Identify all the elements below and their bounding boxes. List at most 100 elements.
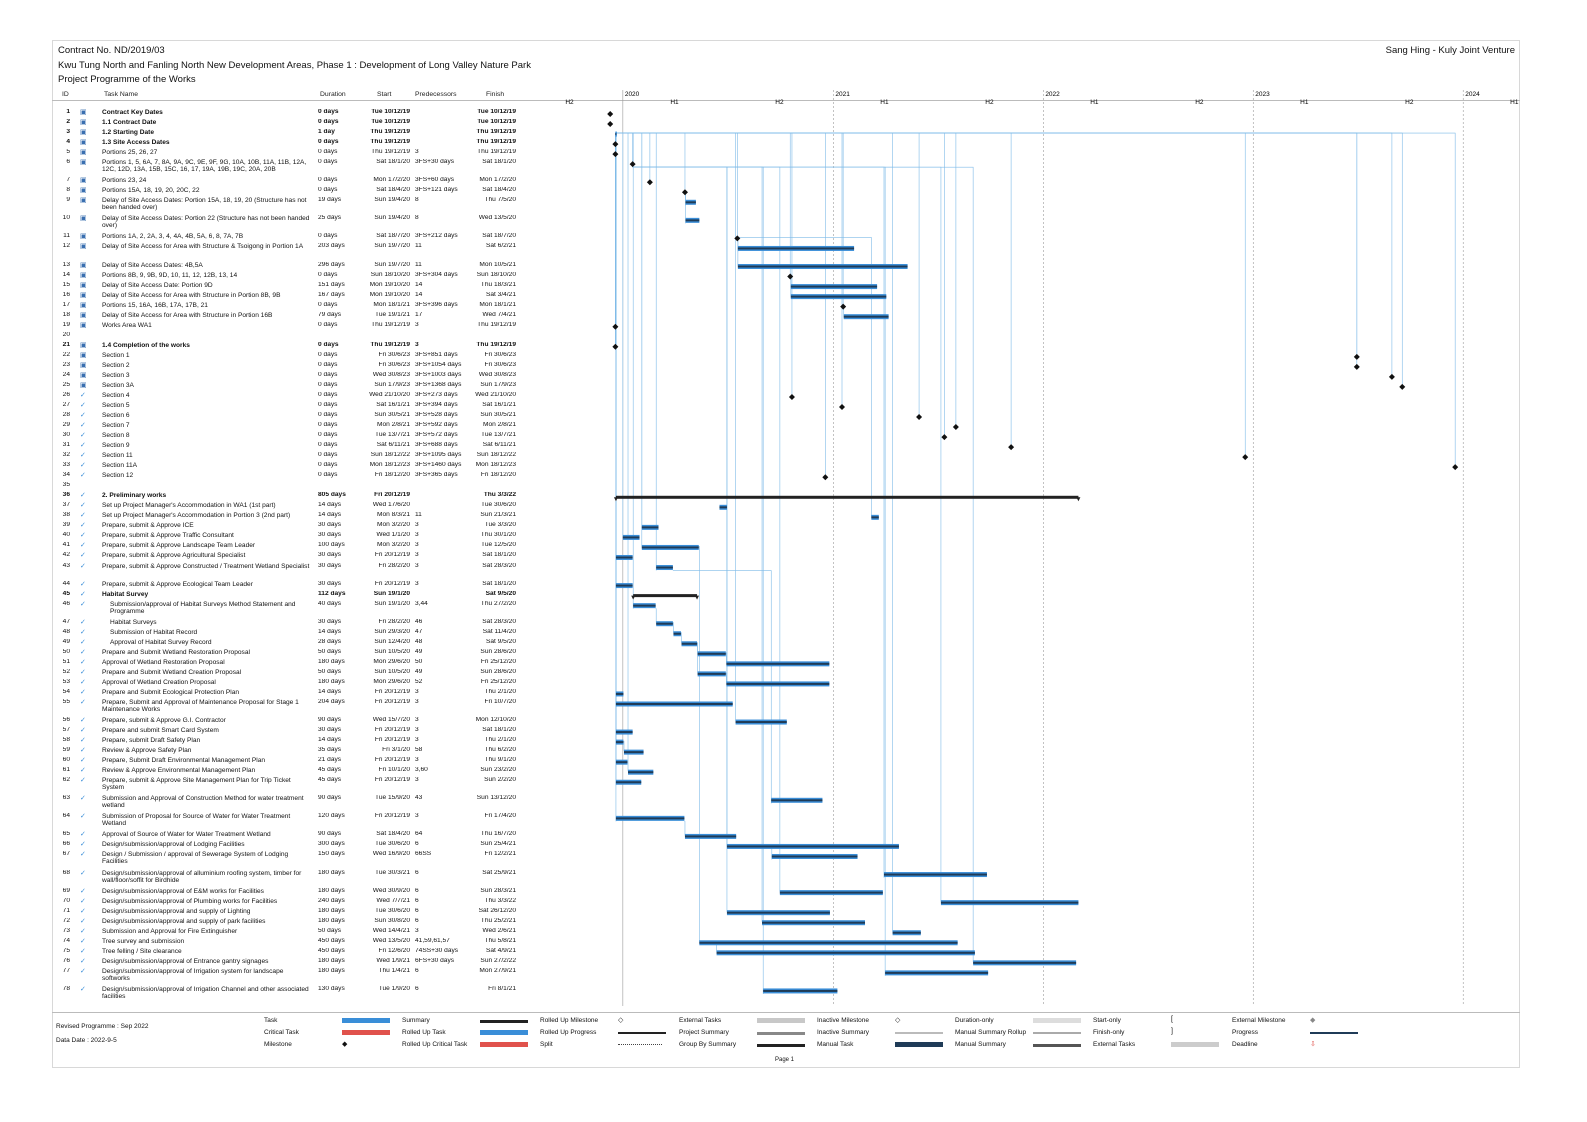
task-id: 65 [62, 831, 70, 838]
task-name: Prepare, submit Draft Safety Plan [102, 737, 201, 745]
complete-check-icon: ✓ [80, 412, 86, 420]
task-finish: Sat 18/1/20 [482, 580, 516, 587]
task-duration: 0 days [318, 119, 339, 126]
task-start: Tue 30/3/21 [375, 869, 410, 876]
task-predecessors: 47 [415, 628, 423, 635]
legend-swatch [757, 1032, 805, 1035]
half-year-label: H1 [1090, 99, 1099, 106]
task-duration: 0 days [318, 422, 338, 429]
task-start: Fri 12/6/20 [378, 947, 410, 954]
task-id: 56 [62, 717, 70, 724]
legend-label: Task [264, 1017, 278, 1024]
task-predecessors: 6 [415, 907, 419, 914]
progress-bar [628, 771, 654, 774]
task-start: Fri 28/2/20 [378, 618, 410, 625]
task-start: Sun 29/3/20 [374, 628, 410, 635]
task-id: 6 [66, 159, 70, 166]
task-predecessors: 6 [415, 917, 419, 924]
col-header-task: Task Name [104, 91, 138, 98]
task-duration: 1 day [318, 129, 335, 136]
task-finish: Sun 28/6/20 [480, 668, 516, 675]
progress-bar [622, 536, 640, 539]
milestone-marker [629, 161, 636, 168]
task-id: 63 [62, 795, 70, 802]
task-finish: Sat 9/5/20 [485, 590, 516, 597]
task-finish: Tue 30/6/20 [481, 502, 516, 509]
dependency-link [615, 132, 1393, 376]
milestone-marker [788, 393, 795, 400]
complete-check-icon: ✓ [80, 432, 86, 440]
task-finish: Thu 30/1/20 [480, 532, 516, 539]
task-name: Contract Key Dates [102, 109, 163, 116]
task-mode-icon: ▣ [80, 341, 87, 349]
task-name: Prepare, submit & Approve Agricultural S… [102, 552, 246, 560]
task-predecessors: 3FS+30 days [415, 159, 455, 166]
task-predecessors: 11 [415, 243, 422, 250]
task-name: 2. Preliminary works [102, 492, 167, 500]
dependency-link [697, 642, 698, 673]
task-start: Sun 17/9/23 [374, 381, 410, 388]
task-predecessors: 3FS+394 days [415, 401, 458, 408]
task-name: Design/submission/approval and supply of… [102, 917, 266, 925]
task-id: 42 [62, 552, 70, 559]
task-name: Prepare, submit & Approve Traffic Consul… [102, 532, 234, 540]
legend-swatch: ◆ [342, 1041, 348, 1048]
task-start: Sun 19/4/20 [374, 215, 410, 222]
task-predecessors: 50 [415, 658, 423, 665]
task-id: 7 [66, 177, 70, 184]
task-finish: Sun 18/10/20 [476, 271, 516, 278]
task-finish: Sun 2/2/20 [484, 777, 516, 784]
task-start: Tue 10/12/19 [371, 119, 410, 126]
dependency-link [725, 672, 727, 683]
task-finish: Mon 18/1/21 [479, 301, 516, 308]
task-id: 16 [62, 291, 70, 298]
task-duration: 167 days [318, 291, 345, 298]
milestone-marker [646, 179, 653, 186]
task-start: Sun 10/5/20 [374, 648, 410, 655]
task-start: Sun 18/12/22 [370, 452, 410, 459]
task-duration: 300 days [318, 841, 345, 848]
task-duration: 0 days [318, 341, 339, 348]
legend-swatch [342, 1030, 390, 1035]
task-start: Sun 12/4/20 [374, 638, 410, 645]
legend-swatch: ◇ [895, 1017, 901, 1024]
task-finish: Thu 25/2/21 [480, 917, 516, 924]
task-finish: Fri 25/12/20 [480, 678, 516, 685]
task-name: Delay of Site Access Dates: Portion 15A,… [102, 197, 307, 212]
task-finish: Thu 19/12/19 [477, 321, 516, 328]
legend-label: Inactive Milestone [817, 1017, 870, 1024]
task-duration: 0 days [318, 177, 338, 184]
task-predecessors: 3,60 [415, 767, 428, 774]
revised-programme: Revised Programme : Sep 2022 [56, 1023, 149, 1030]
complete-check-icon: ✓ [80, 727, 86, 735]
progress-bar [883, 873, 987, 876]
task-mode-icon: ▣ [80, 119, 87, 127]
task-name: Design/submission/approval of Entrance g… [102, 957, 269, 965]
dependency-link [615, 132, 633, 168]
task-predecessors: 6 [415, 967, 419, 974]
task-predecessors: 3,44 [415, 600, 428, 607]
complete-check-icon: ✓ [80, 668, 86, 676]
task-duration: 79 days [318, 311, 342, 318]
task-finish: Sun 28/6/20 [480, 648, 516, 655]
legend-swatch: ] [1171, 1028, 1173, 1035]
task-duration: 35 days [318, 747, 342, 754]
task-id: 34 [62, 472, 70, 479]
complete-check-icon: ✓ [80, 452, 86, 460]
task-duration: 805 days [318, 492, 346, 499]
progress-bar [685, 219, 700, 222]
progress-bar [790, 285, 878, 288]
task-id: 39 [62, 522, 70, 529]
task-finish: Fri 25/12/20 [480, 658, 516, 665]
complete-check-icon: ✓ [80, 947, 86, 955]
legend-label: Group By Summary [679, 1041, 737, 1048]
task-predecessors: 3 [415, 698, 419, 705]
task-name: Prepare, submit & Approve ICE [102, 522, 194, 530]
task-name: Section 3A [102, 381, 134, 389]
task-finish: Mon 18/12/23 [475, 462, 516, 469]
task-predecessors: 3FS+592 days [415, 422, 458, 429]
task-predecessors: 3 [415, 522, 419, 529]
task-start: Fri 30/6/23 [378, 351, 410, 358]
task-start: Thu 19/12/19 [370, 139, 410, 146]
task-predecessors: 14 [415, 291, 423, 298]
